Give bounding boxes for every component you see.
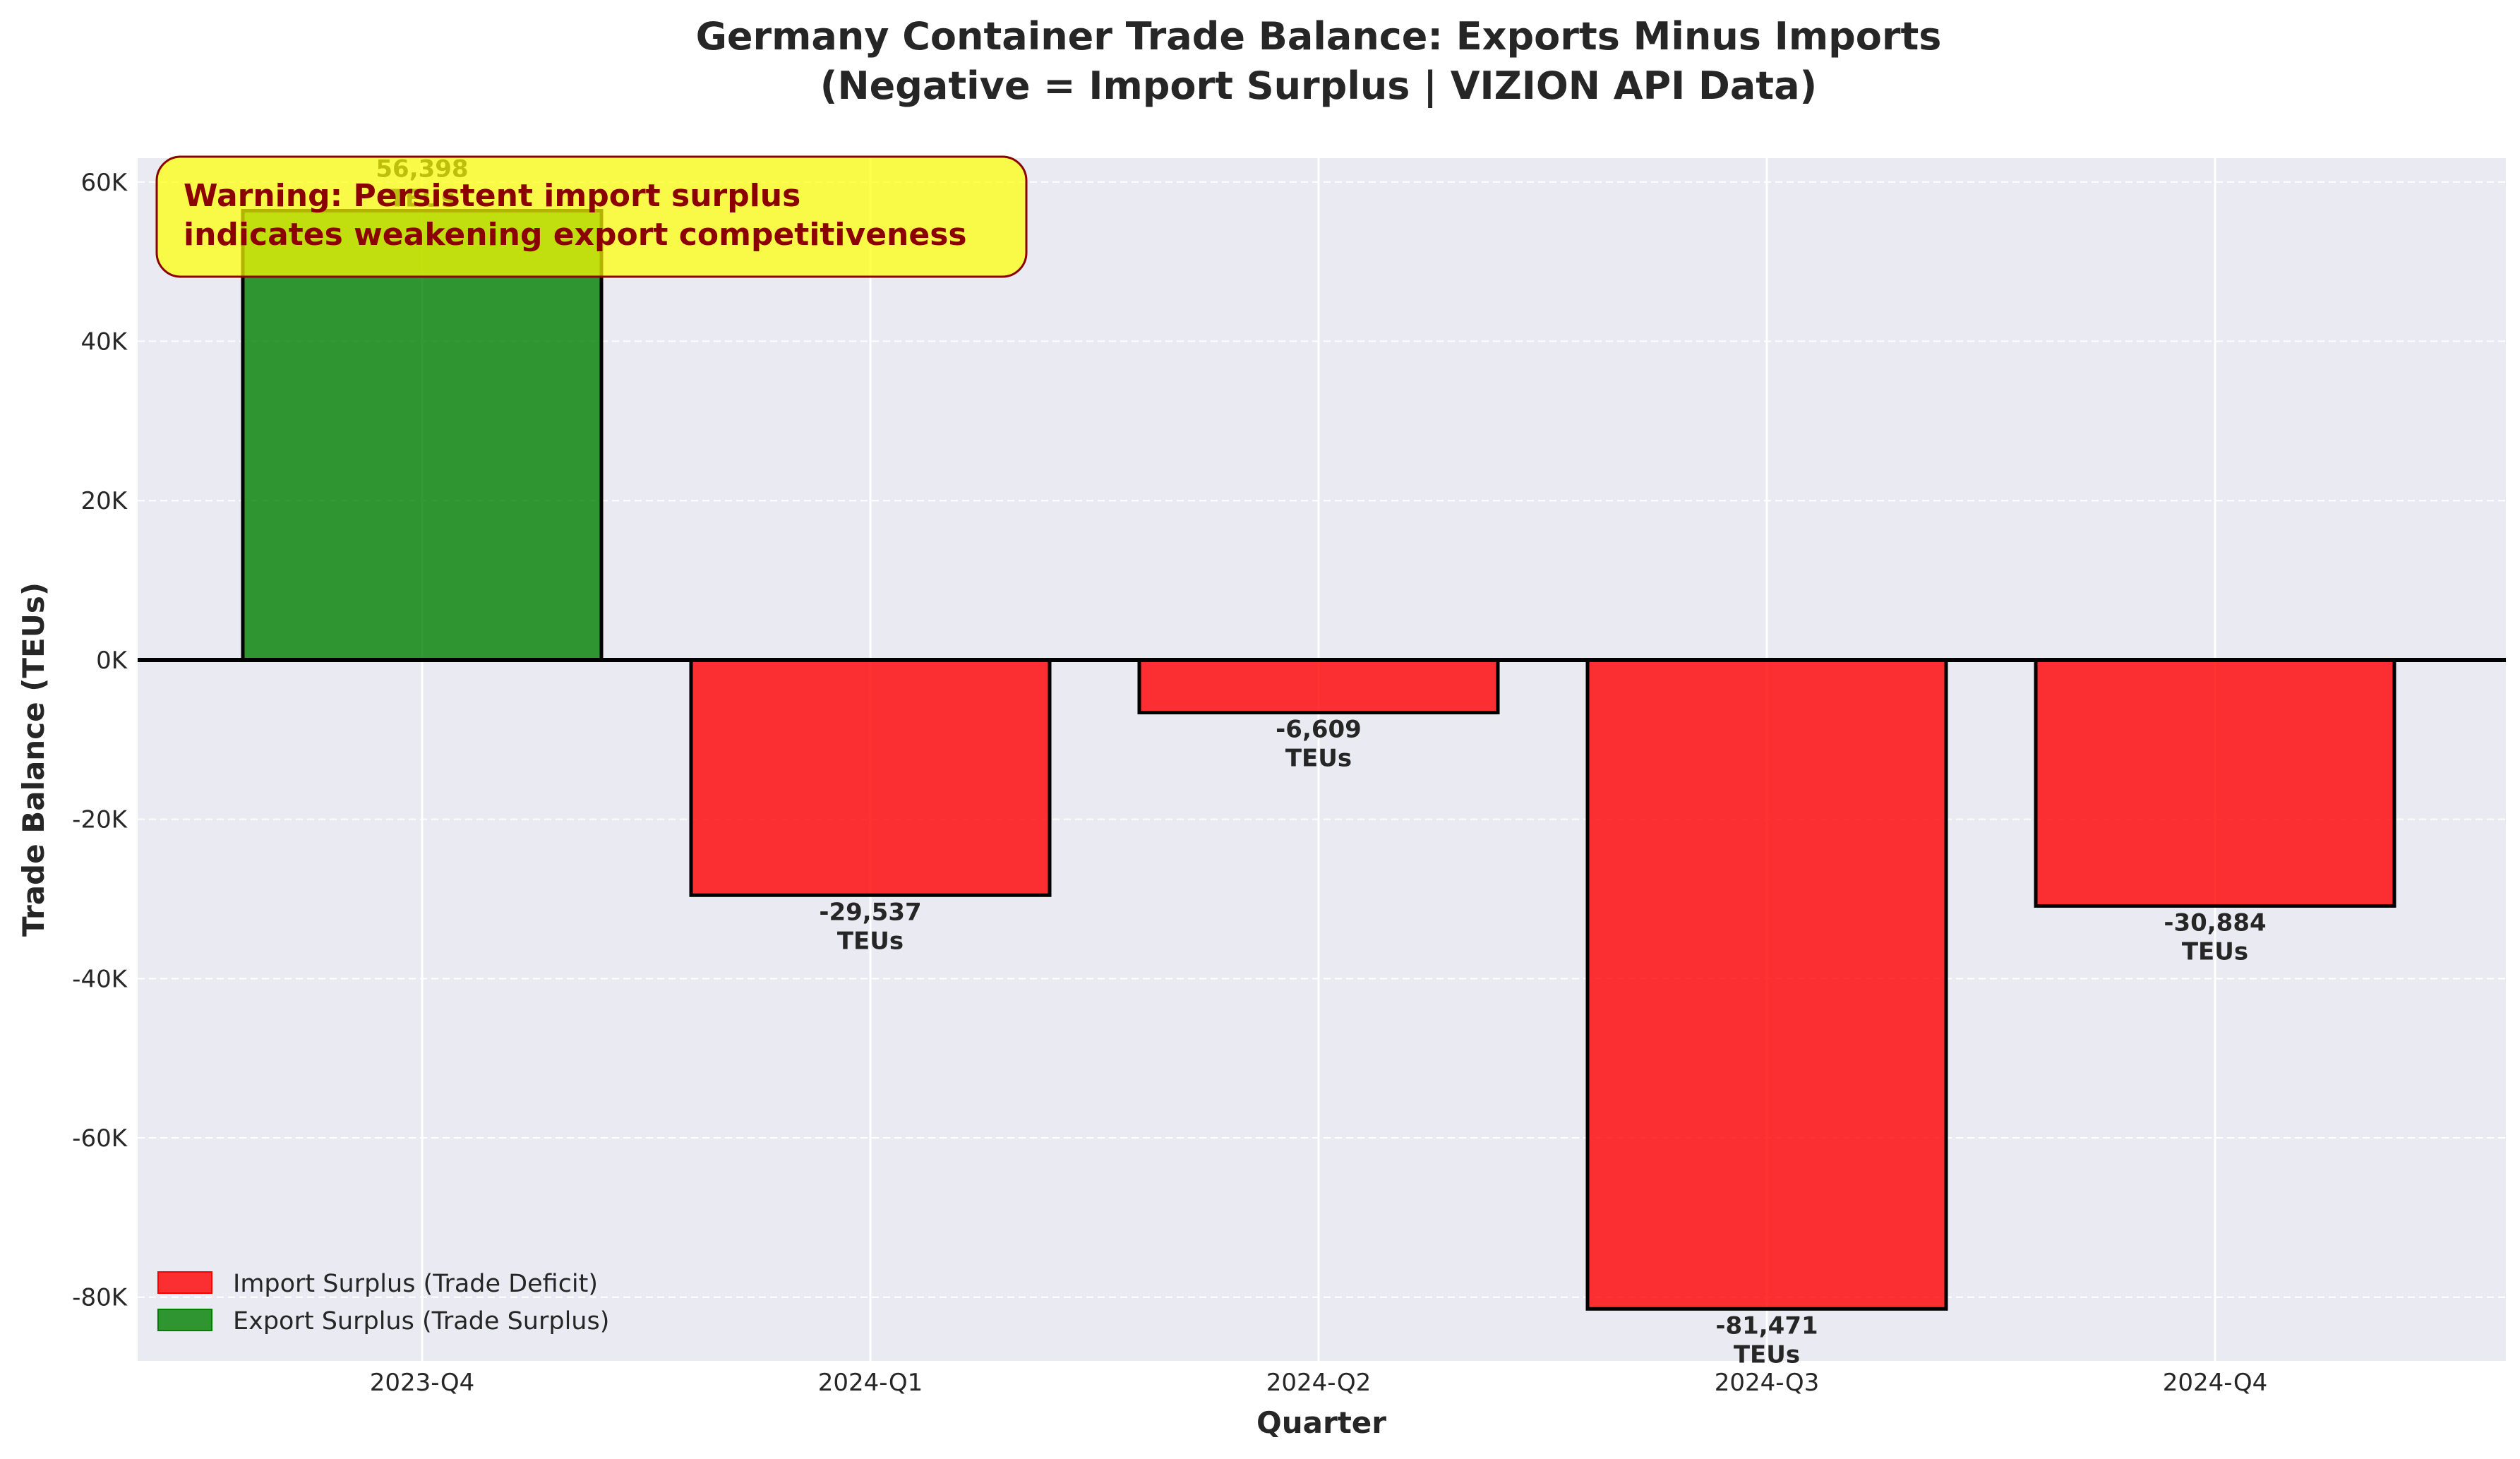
- y-tick-label: -60K: [72, 1124, 128, 1153]
- x-axis-ticks: 2023-Q4 2024-Q1 2024-Q2 2024-Q3 2024-Q4: [370, 1369, 2267, 1397]
- y-tick-label: 20K: [80, 487, 128, 515]
- bar-value-label: -81,471: [1715, 1311, 1818, 1340]
- bar-2023-Q4: [241, 209, 604, 662]
- bar-unit-label: TEUs: [1285, 745, 1352, 773]
- legend-label-import: Import Surplus (Trade Deficit): [233, 1270, 598, 1298]
- y-tick-label: 60K: [80, 169, 128, 197]
- y-axis-label: Trade Balance (TEUs): [16, 582, 51, 937]
- y-axis-ticks: -80K -60K -40K -20K 0K 20K 40K 60K: [72, 169, 128, 1312]
- bar-unit-label: TEUs: [1734, 1340, 1800, 1369]
- x-tick-label: 2024-Q1: [818, 1369, 923, 1397]
- y-tick-label: -20K: [72, 806, 128, 834]
- y-tick-label: 0K: [96, 647, 128, 675]
- warning-annotation-line2: indicates weakening export competitivene…: [184, 217, 967, 253]
- bar-unit-label: TEUs: [2182, 937, 2248, 966]
- x-tick-label: 2024-Q4: [2163, 1369, 2267, 1397]
- legend-label-export: Export Surplus (Trade Surplus): [233, 1307, 609, 1335]
- warning-annotation-box: [155, 155, 1028, 278]
- bar-unit-label: TEUs: [837, 927, 904, 955]
- x-axis-label: Quarter: [1256, 1405, 1386, 1440]
- bar-value-label: -6,609: [1276, 716, 1362, 744]
- bars: [241, 209, 2396, 1311]
- bar-value-label: -29,537: [819, 898, 921, 926]
- bar-value-label: -30,884: [2164, 908, 2266, 937]
- legend-swatch-import: [157, 1271, 212, 1294]
- warning-annotation-line1: Warning: Persistent import surplus: [184, 178, 800, 214]
- y-tick-label: -80K: [72, 1284, 128, 1312]
- x-tick-label: 2024-Q2: [1266, 1369, 1371, 1397]
- chart-title-line2: (Negative = Import Surplus | VIZION API …: [820, 64, 1817, 108]
- warning-annotation: Warning: Persistent import surplus indic…: [155, 155, 1028, 278]
- y-tick-label: 40K: [80, 328, 128, 356]
- bar-2024-Q2: [1137, 658, 1500, 715]
- bar-2024-Q3: [1585, 658, 1948, 1311]
- legend: Import Surplus (Trade Deficit) Export Su…: [157, 1270, 609, 1335]
- y-tick-label: -40K: [72, 965, 128, 993]
- bar-2024-Q1: [689, 658, 1052, 897]
- chart-title-line1: Germany Container Trade Balance: Exports…: [696, 14, 1942, 59]
- x-tick-label: 2024-Q3: [1715, 1369, 1819, 1397]
- bar-2024-Q4: [2034, 658, 2396, 908]
- legend-swatch-export: [157, 1309, 212, 1331]
- x-tick-label: 2023-Q4: [370, 1369, 474, 1397]
